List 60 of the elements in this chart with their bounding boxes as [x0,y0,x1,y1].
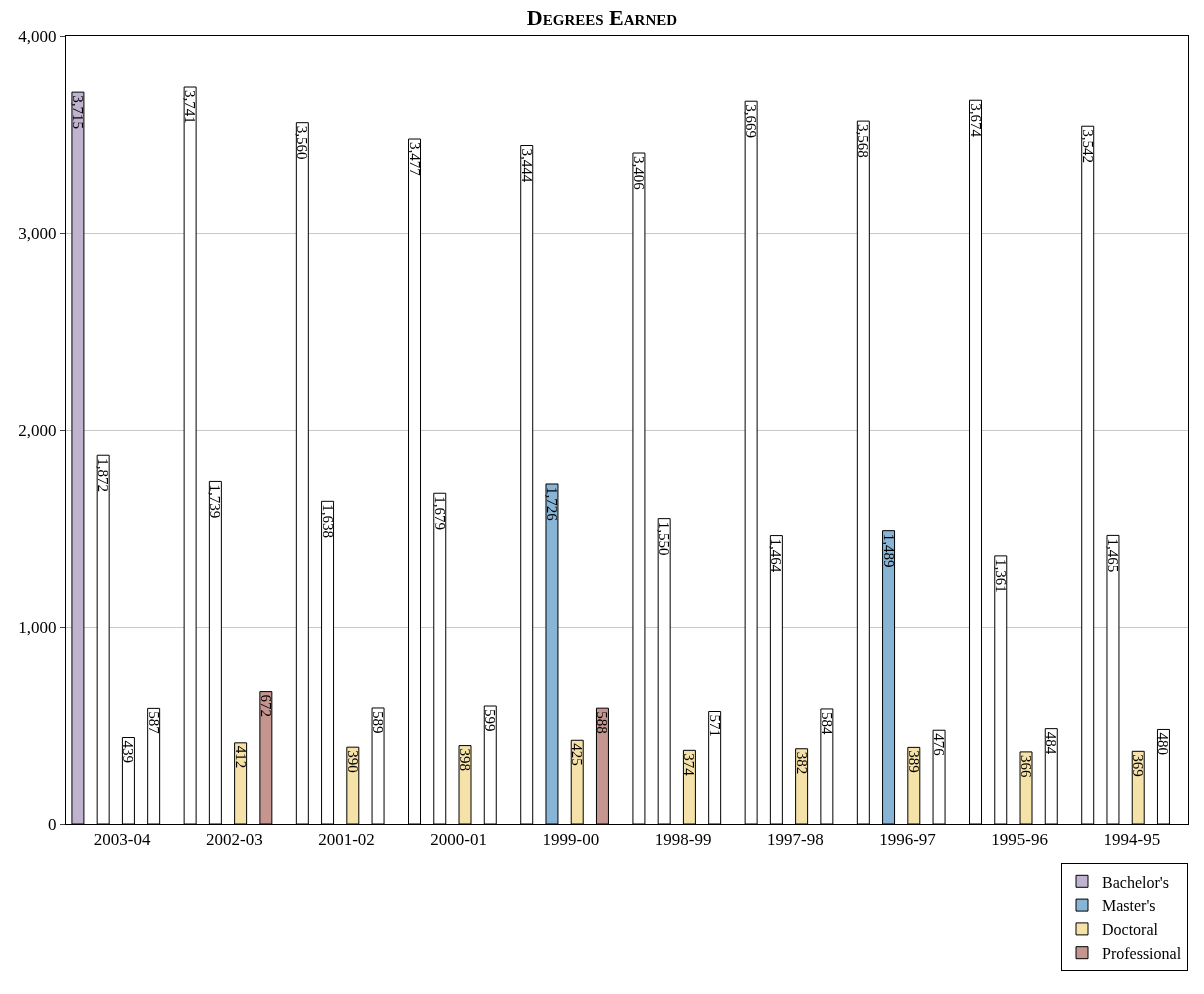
data-label: 480 [1155,732,1172,755]
y-tick-label: 0 [48,814,57,834]
legend-label: Doctoral [1102,921,1159,939]
data-label: 425 [569,743,586,766]
y-tick-label: 1,000 [18,617,57,637]
data-label: 3,568 [855,124,872,158]
data-label: 1,726 [543,486,560,522]
x-tick-label: 1994-95 [1103,830,1161,850]
x-tick-label: 2002-03 [205,830,263,850]
data-label: 1,679 [431,496,448,530]
data-label: 1,872 [95,458,112,492]
data-label: 1,361 [992,558,1009,593]
data-label: 672 [257,694,274,718]
data-label: 390 [344,750,361,773]
x-tick-label: 1997-98 [766,830,824,850]
data-label: 476 [931,733,948,757]
data-label: 3,477 [406,142,423,177]
data-label: 382 [793,751,810,775]
data-label: 588 [594,711,611,734]
data-label: 366 [1018,754,1035,778]
data-label: 374 [681,753,698,777]
data-label: 584 [818,711,835,735]
data-label: 3,560 [294,125,311,160]
y-tick-label: 2,000 [18,420,57,440]
y-tick-label: 3,000 [18,223,57,243]
data-label: 1,550 [656,521,673,556]
legend-label: Master's [1102,897,1156,915]
x-tick-label: 1998-99 [654,830,712,850]
x-tick-label: 1995-96 [991,830,1049,850]
data-label: 369 [1130,754,1147,777]
data-label: 589 [370,710,387,734]
chart-title: Degrees Earned [526,5,678,31]
data-label: 1,638 [319,504,336,539]
data-label: 571 [706,714,723,738]
x-tick-label: 1999-00 [542,830,600,850]
data-label: 3,715 [69,95,86,129]
data-label: 398 [457,748,474,772]
x-tick-label: 2000-01 [430,830,488,850]
data-label: 1,489 [880,533,897,568]
data-label: 3,542 [1079,129,1096,163]
x-tick-label: 2001-02 [318,830,375,850]
x-tick-label: 1996-97 [879,830,937,850]
data-label: 1,739 [207,484,224,519]
data-label: 3,669 [743,104,760,138]
x-tick-label: 2003-04 [93,830,151,850]
legend-label: Bachelor's [1102,873,1169,891]
data-label: 599 [482,709,499,732]
y-tick-label: 4,000 [18,26,57,46]
data-label: 3,444 [518,148,535,183]
data-label: 1,464 [768,538,785,573]
data-label: 484 [1043,731,1060,755]
data-label: 389 [905,750,922,773]
data-label: 439 [120,740,137,764]
legend-label: Professional [1102,944,1182,962]
data-label: 3,674 [967,103,984,138]
data-label: 587 [145,711,162,735]
data-label: 3,406 [630,156,647,191]
data-label: 1,465 [1104,538,1121,573]
data-label: 3,741 [182,90,199,124]
data-label: 412 [232,745,249,769]
